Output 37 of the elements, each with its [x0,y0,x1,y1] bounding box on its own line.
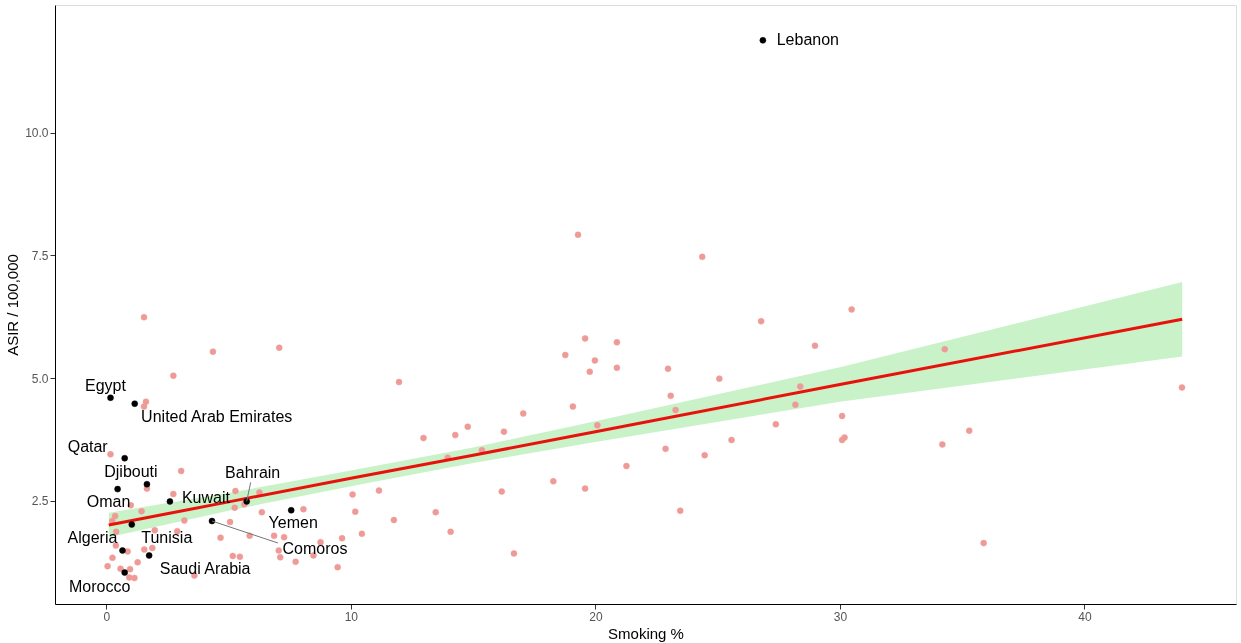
annotation: Qatar [67,438,109,456]
x-tick-label: 40 [1078,609,1092,624]
y-tick-label: 2.5 [31,494,49,509]
point [128,521,136,528]
x-tick-label: 30 [833,609,848,624]
y-tick-label: 10.0 [25,126,49,141]
x-tick-label: 10 [344,609,359,624]
point [121,569,128,576]
point [121,454,128,462]
annotation: Comoros [282,540,348,558]
point [119,547,126,554]
annotation: Oman [86,493,131,511]
annotation: Egypt [85,376,127,394]
y-tick-label: 7.5 [31,248,49,263]
point [145,552,153,559]
point [759,37,767,44]
y-axis-title: ASIR / 100,000 [4,254,22,356]
annotation: Algeria [67,529,118,547]
annotation: Kuwait [181,489,231,507]
point [107,394,114,402]
point [166,498,174,505]
x-tick-label: 20 [589,609,603,624]
point [143,480,151,488]
x-tick-label: 0 [103,609,111,624]
y-tick-label: 5.0 [31,371,49,386]
annotation: Morocco [69,577,131,595]
annotation: Tunisia [141,529,193,547]
point [131,400,138,407]
annotation: United Arab Emirates [141,407,293,425]
point [287,506,295,514]
annotation: Saudi Arabia [159,560,251,578]
annotation: Djibouti [104,463,158,481]
point [114,485,121,493]
annotation: Bahrain [225,464,281,482]
annotation: Yemen [268,514,318,532]
annotation: Lebanon [776,31,840,49]
x-axis-title: Smoking % [608,624,684,642]
